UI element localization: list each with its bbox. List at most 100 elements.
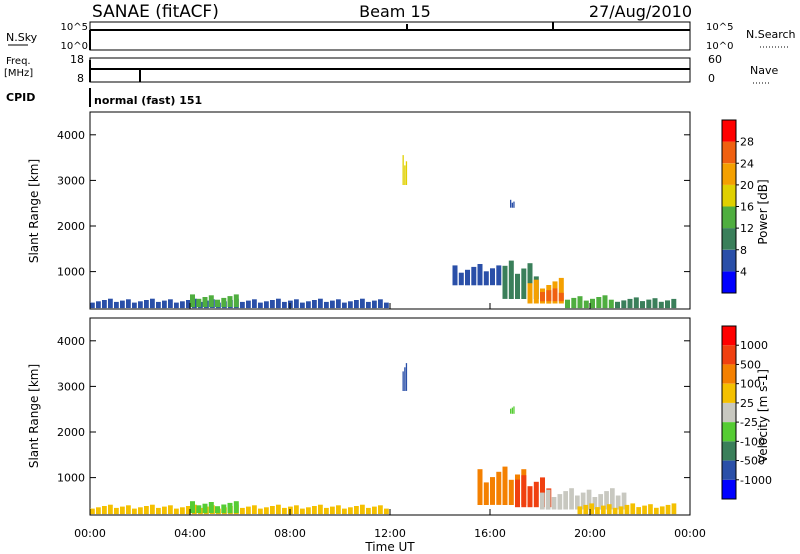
colorbar-frame <box>721 325 737 500</box>
heatmap-cell <box>598 494 603 510</box>
heatmap-cell <box>174 508 179 515</box>
power-heatmap <box>90 155 677 309</box>
heatmap-cell <box>156 507 161 515</box>
nave-tick-high: 60 <box>708 53 722 66</box>
heatmap-cell <box>372 506 377 515</box>
heatmap-cell <box>221 504 227 514</box>
heatmap-cell <box>545 489 551 510</box>
heatmap-cell <box>671 503 677 515</box>
heatmap-cell <box>378 505 383 514</box>
y-tick-label: 2000 <box>57 220 85 233</box>
heatmap-cell <box>306 301 311 309</box>
heatmap-cell <box>276 298 281 309</box>
heatmap-cell <box>246 506 251 515</box>
nave-tick-low: 0 <box>708 72 715 85</box>
heatmap-cell <box>270 300 275 309</box>
heatmap-cell <box>114 301 119 309</box>
station-title: SANAE (fitACF) <box>92 2 219 22</box>
nsearch-label: N.Search <box>746 28 796 41</box>
heatmap-cell <box>496 265 502 286</box>
heatmap-cell <box>602 295 608 309</box>
colorbar-segment <box>722 206 736 229</box>
heatmap-cell <box>618 506 624 515</box>
heatmap-cell <box>246 300 251 309</box>
x-tick-label: 16:00 <box>474 527 506 540</box>
heatmap-cell <box>596 297 602 308</box>
colorbar-tick-label: 16 <box>740 201 754 214</box>
colorbar-segment <box>722 383 736 403</box>
y-tick-label: 4000 <box>57 335 85 348</box>
colorbar-segment <box>722 479 736 499</box>
heatmap-cell <box>580 492 586 510</box>
heatmap-cell <box>312 300 317 309</box>
heatmap-cell <box>312 506 317 515</box>
heatmap-cell <box>384 302 389 309</box>
heatmap-cell <box>404 367 406 391</box>
heatmap-cell <box>490 477 495 505</box>
heatmap-cell <box>378 299 383 308</box>
colorbar-segment <box>722 364 736 384</box>
heatmap-cell <box>515 273 520 299</box>
heatmap-cell <box>558 277 564 304</box>
velocity-panel-frame <box>89 317 691 516</box>
heatmap-cell <box>108 504 113 515</box>
colorbar-segment <box>722 228 736 250</box>
heatmap-cell <box>615 495 621 510</box>
freq-tick-low: 8 <box>77 72 84 85</box>
heatmap-cell <box>483 271 489 286</box>
heatmap-cell <box>654 507 659 515</box>
heatmap-cell <box>252 299 257 308</box>
heatmap-cell <box>360 504 365 515</box>
freq-label: Freq. <box>6 56 31 67</box>
heatmap-cell <box>294 505 299 514</box>
heatmap-cell <box>366 507 371 515</box>
heatmap-cell <box>186 300 191 309</box>
colorbar-segment <box>722 460 736 480</box>
heatmap-cell <box>621 300 627 309</box>
date-title: 27/Aug/2010 <box>589 2 692 21</box>
heatmap-cell <box>402 155 404 185</box>
heatmap-cell <box>608 299 614 309</box>
nsky-strip-frame <box>89 21 691 51</box>
heatmap-cell <box>221 297 227 308</box>
heatmap-cell <box>190 501 195 514</box>
heatmap-cell <box>640 301 645 309</box>
heatmap-cell <box>513 201 515 208</box>
colorbar-tick-label: 500 <box>740 358 761 371</box>
heatmap-cell <box>540 492 545 510</box>
heatmap-cell <box>502 466 508 505</box>
y-tick-label: 4000 <box>57 129 85 142</box>
heatmap-cell <box>521 475 527 508</box>
heatmap-cell <box>671 298 677 309</box>
heatmap-cell <box>196 298 202 308</box>
power-y-axis: 1000 2000 3000 4000 <box>57 129 690 279</box>
heatmap-cell <box>471 266 477 286</box>
power-panel: 1000 2000 3000 4000 Slant Range [km] <box>27 111 691 310</box>
heatmap-cell <box>405 363 408 391</box>
heatmap-cell <box>330 506 335 515</box>
heatmap-cell <box>282 507 287 515</box>
velocity-colorbar: 1000 500 100 25 -25 -100 -500 -1000 <box>721 325 772 500</box>
heatmap-cell <box>583 504 589 515</box>
colorbar-segment <box>722 345 736 365</box>
heatmap-cell <box>583 300 589 309</box>
heatmap-cell <box>252 505 257 514</box>
velocity-ylabel: Slant Range [km] <box>27 364 41 468</box>
colorbar-tick-label: 100 <box>740 378 761 391</box>
heatmap-cell <box>592 497 598 510</box>
x-tick-label: 08:00 <box>274 527 306 540</box>
heatmap-cell <box>458 272 464 286</box>
heatmap-cell <box>577 296 583 309</box>
heatmap-cell <box>258 302 263 309</box>
heatmap-cell <box>208 295 214 308</box>
colorbar-segment <box>722 271 736 293</box>
heatmap-cell <box>90 508 95 515</box>
heatmap-cell <box>348 301 353 309</box>
heatmap-cell <box>586 489 592 510</box>
heatmap-cell <box>132 508 137 515</box>
heatmap-cell <box>513 406 515 414</box>
colorbar-tick-label: 25 <box>740 397 754 410</box>
heatmap-cell <box>294 299 299 308</box>
cpid-label: CPID <box>6 91 35 104</box>
heatmap-cell <box>227 296 233 308</box>
